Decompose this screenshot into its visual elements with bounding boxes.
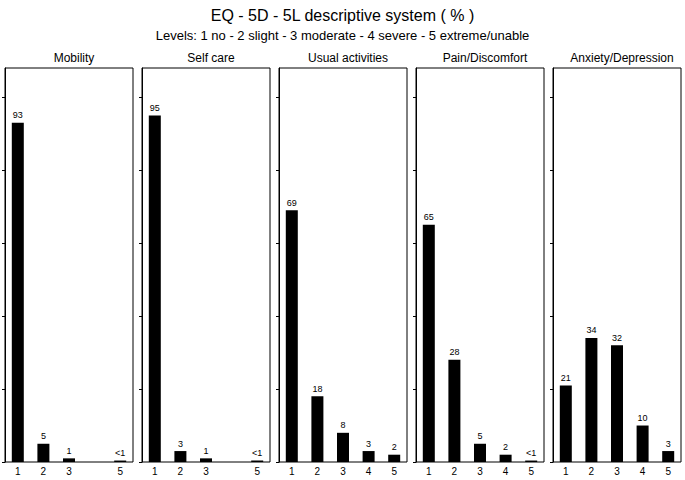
svg-text:1: 1 [426, 466, 432, 477]
svg-text:<1: <1 [115, 448, 125, 458]
svg-text:32: 32 [612, 333, 622, 343]
svg-text:3: 3 [366, 439, 371, 449]
svg-text:2: 2 [452, 466, 458, 477]
svg-text:5: 5 [117, 466, 123, 477]
svg-text:5: 5 [477, 431, 482, 441]
svg-text:2: 2 [41, 466, 47, 477]
svg-text:21: 21 [561, 373, 571, 383]
svg-text:18: 18 [312, 384, 322, 394]
svg-text:3: 3 [178, 439, 183, 449]
svg-text:<1: <1 [526, 448, 536, 458]
svg-text:5: 5 [254, 466, 260, 477]
svg-text:1: 1 [289, 466, 295, 477]
svg-text:3: 3 [340, 466, 346, 477]
svg-text:3: 3 [477, 466, 483, 477]
svg-text:Anxiety/Depression: Anxiety/Depression [570, 51, 673, 65]
svg-text:Self care: Self care [187, 51, 235, 65]
svg-text:3: 3 [203, 466, 209, 477]
svg-text:4: 4 [640, 466, 646, 477]
svg-text:5: 5 [528, 466, 534, 477]
svg-text:93: 93 [13, 110, 23, 120]
svg-text:EQ - 5D - 5L descriptive syste: EQ - 5D - 5L descriptive system ( % ) [211, 7, 474, 24]
svg-text:34: 34 [586, 325, 596, 335]
svg-text:69: 69 [287, 198, 297, 208]
svg-text:2: 2 [589, 466, 595, 477]
svg-text:8: 8 [340, 420, 345, 430]
svg-text:2: 2 [178, 466, 184, 477]
svg-text:Mobility: Mobility [54, 51, 95, 65]
svg-text:10: 10 [638, 413, 648, 423]
svg-text:65: 65 [424, 212, 434, 222]
svg-text:5: 5 [665, 466, 671, 477]
svg-text:2: 2 [392, 442, 397, 452]
svg-text:1: 1 [66, 446, 71, 456]
svg-text:4: 4 [503, 466, 509, 477]
svg-text:4: 4 [366, 466, 372, 477]
svg-text:95: 95 [150, 103, 160, 113]
svg-text:5: 5 [41, 431, 46, 441]
svg-text:1: 1 [563, 466, 569, 477]
svg-text:3: 3 [614, 466, 620, 477]
svg-text:1: 1 [15, 466, 21, 477]
svg-text:2: 2 [315, 466, 321, 477]
svg-text:28: 28 [449, 347, 459, 357]
svg-text:1: 1 [203, 446, 208, 456]
svg-text:<1: <1 [252, 448, 262, 458]
svg-text:1: 1 [152, 466, 158, 477]
svg-text:Levels: 1 no - 2 slight - 3 mo: Levels: 1 no - 2 slight - 3 moderate - 4… [156, 28, 530, 43]
svg-text:5: 5 [391, 466, 397, 477]
svg-text:3: 3 [66, 466, 72, 477]
svg-text:Pain/Discomfort: Pain/Discomfort [443, 51, 528, 65]
svg-text:3: 3 [666, 439, 671, 449]
svg-text:2: 2 [503, 442, 508, 452]
svg-text:Usual activities: Usual activities [308, 51, 388, 65]
